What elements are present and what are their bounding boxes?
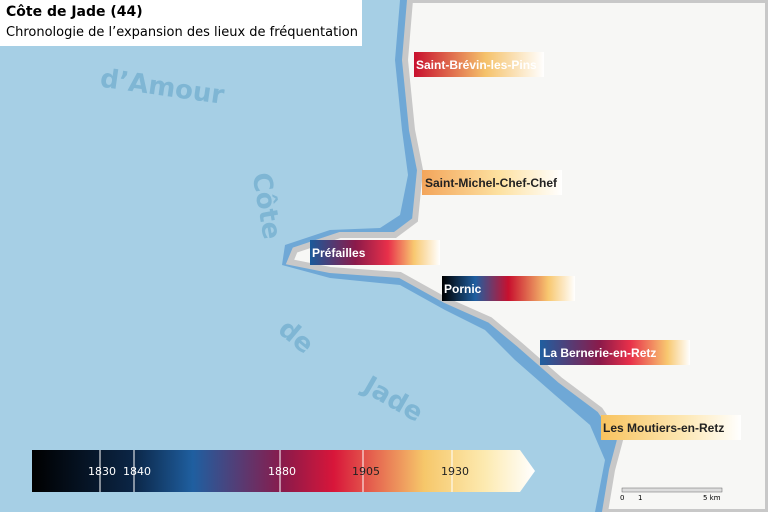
land <box>285 0 768 512</box>
place-bar <box>414 52 544 77</box>
legend-tick: 1880 <box>268 465 296 478</box>
place-label: Les Moutiers-en-Retz <box>603 421 724 435</box>
place-labels: Saint-Brévin-les-Pins Saint-Michel-Chef-… <box>310 52 741 440</box>
scale-label: 5 km <box>703 494 721 502</box>
subtitle: Chronologie de l’expansion des lieux de … <box>6 25 358 40</box>
legend-tick: 1830 <box>88 465 116 478</box>
legend-tick: 1840 <box>123 465 151 478</box>
legend-tick: 1930 <box>441 465 469 478</box>
place-bar <box>540 340 690 365</box>
place-bar <box>601 415 741 440</box>
title-box <box>0 0 362 46</box>
legend-bar <box>32 450 535 492</box>
place-label: La Bernerie-en-Retz <box>543 346 656 360</box>
scale-label: 0 <box>620 494 624 502</box>
scale-bar: 0 1 5 km <box>620 487 723 502</box>
scale-label: 1 <box>638 494 642 502</box>
place-label: Saint-Michel-Chef-Chef <box>425 176 558 190</box>
place-bar <box>422 170 562 195</box>
place-label: Pornic <box>444 282 482 296</box>
place-label: Saint-Brévin-les-Pins <box>416 58 537 72</box>
legend: 1830 1840 1880 1905 1930 <box>32 450 535 492</box>
place-label: Préfailles <box>312 246 366 260</box>
title: Côte de Jade (44) <box>6 4 143 20</box>
place-bar <box>310 240 440 265</box>
legend-tick: 1905 <box>352 465 380 478</box>
place-bar <box>442 276 575 301</box>
